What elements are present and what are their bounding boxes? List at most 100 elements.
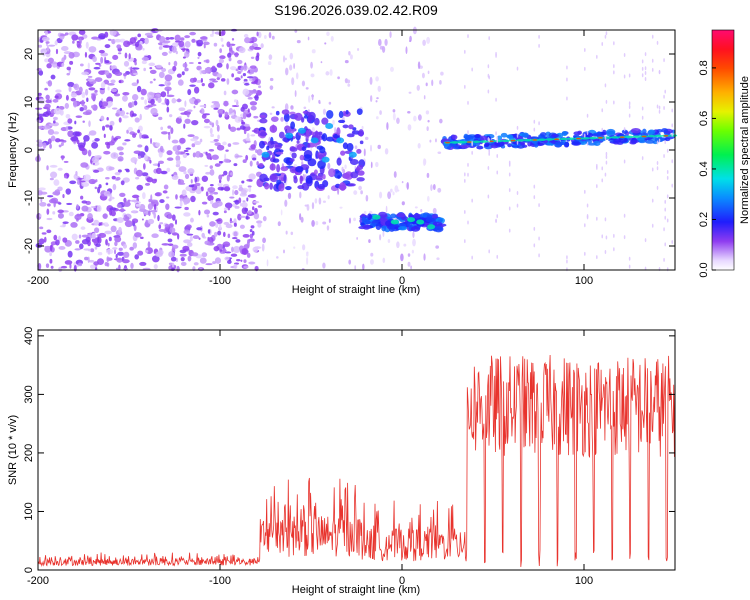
spectrogram-blob — [133, 150, 142, 155]
spectrogram-blob — [243, 140, 251, 143]
spectrogram-blob — [196, 227, 203, 231]
spectrogram-blob — [613, 247, 615, 252]
spectrogram-blob — [81, 71, 90, 76]
spectrogram-blob — [261, 151, 270, 158]
spectrogram-blob — [103, 150, 111, 155]
spectrogram-blob — [97, 236, 100, 244]
spectrogram-blob — [496, 135, 503, 141]
spectrogram-blob — [413, 115, 417, 122]
spectrogram-blob — [132, 242, 138, 249]
spectrogram-blob — [283, 174, 287, 184]
spectrogram-blob — [44, 29, 48, 36]
spectrogram-blob — [66, 72, 70, 76]
spectrogram-blob — [157, 214, 160, 222]
snr-y-label: SNR (10 * v/v) — [7, 415, 19, 485]
spectrogram-blob — [412, 231, 415, 238]
spectrogram-blob — [98, 49, 105, 54]
spectrogram-blob — [179, 253, 187, 257]
spectrogram-blob — [66, 202, 73, 206]
spectrogram-blob — [256, 148, 263, 156]
spectrogram-blob — [422, 158, 426, 166]
spectrogram-blob — [191, 143, 196, 148]
spectrogram-blob — [671, 132, 674, 137]
spectrogram-blob — [108, 100, 113, 107]
spectrogram-blob — [336, 137, 345, 144]
spectrogram-blob — [429, 139, 432, 143]
spectrogram-blob — [661, 128, 669, 133]
spectrogram-blob — [165, 203, 170, 210]
spectrogram-blob — [176, 159, 181, 166]
spectrogram-blob — [641, 135, 647, 138]
spectrogram-blob — [379, 191, 383, 199]
spectrogram-blob — [81, 181, 90, 187]
spectrogram-blob — [430, 184, 433, 192]
spectrogram-blob — [169, 227, 176, 234]
spectrogram-blob — [533, 127, 536, 132]
spectrogram-blob — [58, 144, 62, 148]
spectrogram-blob — [143, 67, 146, 72]
spectrogram-blob — [604, 136, 607, 141]
spectrogram-blob — [189, 235, 193, 242]
spectrogram-blob — [117, 251, 125, 256]
spectrogram-blob — [266, 145, 270, 151]
spectrogram-blob — [332, 119, 335, 126]
spectrogram-blob — [284, 57, 287, 61]
spectrogram-blob — [158, 116, 163, 121]
x-tick-label: 0 — [399, 575, 405, 587]
spectrogram-blob — [172, 65, 177, 72]
spectrogram-blob — [161, 243, 170, 246]
spectrogram-blob — [62, 221, 69, 224]
spectrogram-blob — [68, 86, 72, 92]
spectrogram-blob — [241, 248, 249, 256]
spectrogram-blob — [389, 31, 392, 38]
spectrogram-blob — [90, 205, 97, 209]
spectrogram-blob — [370, 144, 372, 152]
spectrogram-blob — [208, 149, 215, 152]
spectrogram-blob — [566, 65, 568, 70]
spectrogram-blob — [313, 169, 318, 175]
spectrogram-blob — [95, 179, 98, 183]
x-tick-label: 100 — [575, 275, 593, 287]
spectrogram-blob — [663, 105, 665, 110]
spectrogram-blob — [74, 120, 77, 125]
spectrogram-blob — [89, 264, 96, 269]
spectrogram-blob — [223, 100, 229, 107]
spectrogram-marks — [35, 26, 678, 273]
spectrogram-blob — [128, 53, 131, 60]
spectrogram-blob — [166, 157, 174, 161]
spectrogram-blob — [234, 77, 241, 82]
spectrogram-blob — [322, 108, 327, 115]
spectrogram-blob — [487, 165, 490, 170]
spectrogram-blob — [375, 223, 382, 230]
spectrogram-blob — [41, 36, 50, 42]
spectrogram-blob — [337, 76, 340, 80]
spectrogram-blob — [495, 51, 497, 56]
spectrogram-blob — [45, 94, 50, 100]
spectrogram-blob — [151, 233, 159, 239]
spectrogram-blob — [431, 79, 434, 87]
spectrogram-blob — [119, 109, 126, 117]
spectrogram-blob — [144, 182, 151, 186]
spectrogram-blob — [180, 112, 187, 115]
spectrogram-blob — [256, 220, 263, 224]
spectrogram-blob — [253, 46, 262, 50]
spectrogram-blob — [378, 38, 382, 47]
spectrogram-blob — [369, 95, 373, 103]
spectrogram-blob — [167, 238, 173, 243]
spectrogram-blob — [601, 127, 604, 132]
spectrogram-blob — [125, 169, 130, 173]
spectrogram-blob — [666, 170, 669, 175]
spectrogram-blob — [310, 73, 315, 78]
spectrogram-blob — [407, 110, 411, 114]
spectrogram-blob — [171, 262, 175, 268]
spectrogram-blob — [196, 39, 204, 47]
spectrogram-blob — [107, 242, 110, 247]
spectrogram-blob — [87, 248, 92, 252]
spectrogram-blob — [245, 137, 251, 142]
spectrogram-blob — [321, 133, 328, 142]
spectrogram-blob — [644, 66, 647, 71]
spectrogram-blob — [65, 188, 72, 195]
spectrogram-blob — [390, 66, 394, 72]
spectrogram-blob — [467, 162, 469, 167]
spectrogram-blob — [39, 214, 42, 218]
